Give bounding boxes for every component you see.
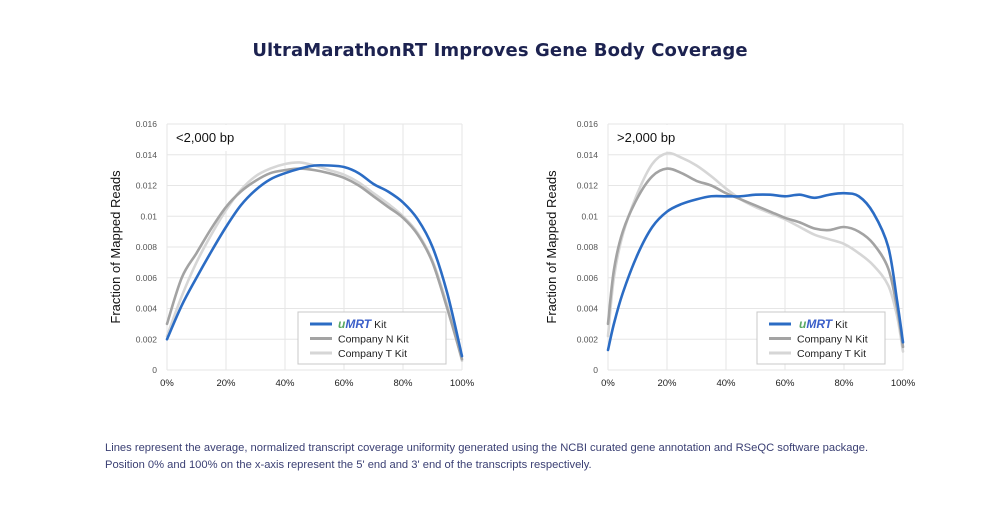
legend-label: Company T Kit (338, 348, 407, 360)
legend-brand-mrt: MRT (806, 317, 833, 331)
y-tick-label: 0.006 (136, 273, 158, 283)
x-tick-label: 60% (775, 378, 795, 389)
legend-label: Company N Kit (338, 334, 409, 346)
y-tick-label: 0.014 (577, 150, 599, 160)
panel-label: <2,000 bp (176, 130, 234, 145)
x-tick-label: 20% (657, 378, 677, 389)
panel-label-box (168, 125, 244, 151)
panel-label: >2,000 bp (617, 130, 675, 145)
chart-panel-2: 0 0.002 0.004 0.006 0.008 0.01 0.012 0.014 0.016… (544, 119, 916, 389)
page-title: UltraMarathonRT Improves Gene Body Cover… (252, 40, 748, 61)
series-line-company-n (606, 167, 905, 349)
caption: Lines represent the average, normalized … (105, 440, 965, 474)
y-tick-label: 0.004 (577, 304, 599, 314)
series-line-umrt (606, 191, 905, 352)
x-tick-label: 20% (216, 378, 236, 389)
x-tick-label: 40% (716, 378, 736, 389)
x-tick-label: 80% (834, 378, 854, 389)
y-tick-label: 0.016 (577, 119, 599, 129)
caption-line-2: Position 0% and 100% on the x-axis repre… (105, 459, 592, 471)
panel-label-box (609, 125, 685, 151)
chart-panel-1: 0 0.002 0.004 0.006 0.008 0.01 0.012 0.014 0.016… (108, 119, 475, 389)
x-tick-label: 0% (160, 378, 174, 389)
legend-brand-mrt: MRT (345, 317, 372, 331)
y-tick-label: 0.014 (136, 150, 158, 160)
y-tick-label: 0.012 (136, 181, 158, 191)
legend-label: Company N Kit (797, 334, 868, 346)
y-tick-label: 0.008 (136, 242, 158, 252)
y-tick-label: 0.01 (140, 211, 157, 221)
y-axis-label: Fraction of Mapped Reads (108, 170, 123, 324)
legend-label: Company T Kit (797, 348, 866, 360)
legend-label: uMRT Kit (338, 317, 386, 331)
y-tick-label: 0 (593, 365, 598, 375)
series-line-company-t (606, 151, 905, 353)
x-tick-label: 40% (275, 378, 295, 389)
y-tick-label: 0.002 (136, 334, 158, 344)
y-tick-label: 0 (152, 365, 157, 375)
y-tick-label: 0.016 (136, 119, 158, 129)
y-axis-label: Fraction of Mapped Reads (544, 170, 559, 324)
y-tick-label: 0.004 (136, 304, 158, 314)
y-tick-label: 0.01 (581, 211, 598, 221)
legend: uMRT Kit Company N Kit Company T Kit (297, 311, 447, 365)
y-tick-label: 0.002 (577, 334, 599, 344)
y-tick-label: 0.012 (577, 181, 599, 191)
legend-label: uMRT Kit (799, 317, 847, 331)
caption-line-1: Lines represent the average, normalized … (105, 442, 869, 454)
series-line-company-n (165, 167, 464, 361)
x-tick-label: 0% (601, 378, 615, 389)
series-line-umrt (165, 163, 464, 358)
x-tick-label: 100% (450, 378, 475, 389)
y-tick-label: 0.008 (577, 242, 599, 252)
x-tick-label: 100% (891, 378, 916, 389)
legend-suffix: Kit (835, 319, 847, 331)
legend-brand-u: u (338, 317, 346, 331)
legend: uMRT Kit Company N Kit Company T Kit (756, 311, 886, 365)
y-tick-label: 0.006 (577, 273, 599, 283)
x-tick-label: 80% (393, 378, 413, 389)
x-tick-label: 60% (334, 378, 354, 389)
legend-suffix: Kit (374, 319, 386, 331)
legend-brand-u: u (799, 317, 807, 331)
